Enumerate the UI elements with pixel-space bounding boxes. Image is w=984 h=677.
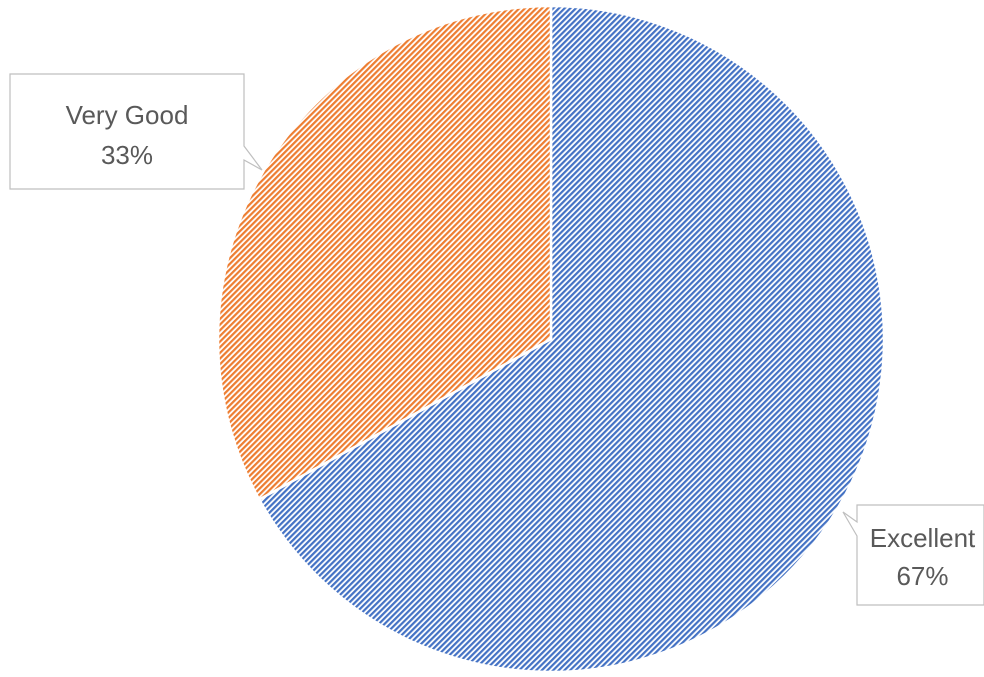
data-label-excellent: Excellent 67% — [842, 504, 984, 606]
callout-box-very-good — [9, 73, 263, 190]
data-label-category-excellent: Excellent — [870, 523, 976, 553]
pie-slice-excellent — [257, 4, 886, 674]
data-labels: Excellent 67% Very Good 33% — [9, 73, 984, 606]
data-label-category-very-good: Very Good — [66, 100, 189, 130]
pie-slices — [216, 4, 886, 674]
data-label-percent-excellent: 67% — [896, 561, 948, 591]
data-label-percent-very-good: 33% — [101, 140, 153, 170]
data-label-very-good: Very Good 33% — [9, 73, 263, 190]
pie-slice-very-good — [216, 4, 553, 501]
callout-box-excellent — [842, 504, 984, 606]
